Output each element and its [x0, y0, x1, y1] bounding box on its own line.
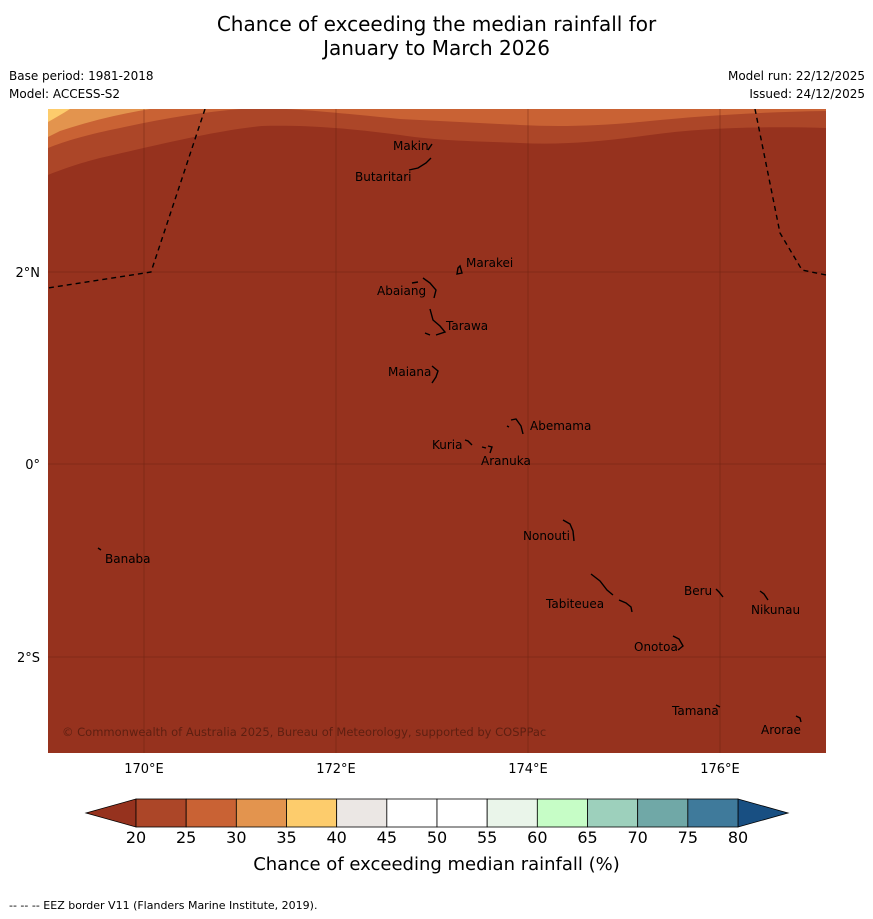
- model-name: Model: ACCESS-S2: [9, 87, 121, 101]
- label-aranuka: Aranuka: [481, 454, 531, 468]
- label-nikunau: Nikunau: [751, 603, 800, 617]
- longitude-labels: 170°E 172°E 174°E 176°E: [124, 762, 740, 777]
- label-nonouti: Nonouti: [523, 529, 570, 543]
- colorbar-swatch-60-65: [536, 798, 588, 828]
- label-tarawa: Tarawa: [445, 319, 488, 333]
- colorbar-swatch-45-50: [386, 798, 438, 828]
- colorbar-swatch-30-35: [235, 798, 287, 828]
- lat-label-0: 0°: [25, 458, 40, 473]
- colorbar-tick-45: 45: [376, 828, 398, 847]
- label-butaritari: Butaritari: [355, 170, 412, 184]
- colorbar-swatch-75-80: [687, 798, 739, 828]
- colorbar-swatch-40-45: [336, 798, 388, 828]
- label-abaiang: Abaiang: [377, 284, 426, 298]
- map-title: Chance of exceeding the median rainfall …: [0, 12, 873, 60]
- colorbar: [84, 798, 790, 828]
- colorbar-tick-60: 60: [527, 828, 548, 847]
- eez-footnote: -- -- -- EEZ border V11 (Flanders Marine…: [9, 899, 318, 912]
- label-abemama: Abemama: [530, 419, 591, 433]
- label-marakei: Marakei: [466, 256, 513, 270]
- latitude-labels: 2°N 0° 2°S: [16, 266, 41, 666]
- colorbar-swatch-35-40: [286, 798, 338, 828]
- colorbar-tick-75: 75: [677, 828, 699, 847]
- label-maiana: Maiana: [388, 365, 431, 379]
- colorbar-tick-40: 40: [326, 828, 347, 847]
- model-run: Model run: 22/12/2025: [727, 69, 865, 83]
- colorbar-tick-30: 30: [226, 828, 247, 847]
- band-30-35: [48, 109, 150, 137]
- colorbar-swatch-65-70: [587, 798, 639, 828]
- colorbar-swatch-20-25: [135, 798, 187, 828]
- colorbar-swatch-70-75: [637, 798, 689, 828]
- base-period: Base period: 1981-2018: [9, 69, 154, 83]
- colorbar-tick-70: 70: [627, 828, 648, 847]
- band-25-30: [48, 109, 826, 148]
- title-line-1: Chance of exceeding the median rainfall …: [216, 12, 657, 36]
- band-20-25: [48, 109, 826, 175]
- colorbar-high-extension: [737, 798, 790, 828]
- colorbar-tick-80: 80: [727, 828, 749, 847]
- colorbar-tick-50: 50: [426, 828, 448, 847]
- title-line-2: January to March 2026: [323, 36, 550, 60]
- meta-right: Model run: 22/12/2025 Issued: 24/12/2025: [728, 67, 865, 103]
- lon-label-172e: 172°E: [316, 762, 356, 777]
- lon-label-176e: 176°E: [700, 762, 740, 777]
- lon-label-174e: 174°E: [508, 762, 548, 777]
- lat-label-2n: 2°N: [16, 266, 41, 281]
- meta-left: Base period: 1981-2018 Model: ACCESS-S2: [9, 67, 154, 103]
- label-arorae: Arorae: [761, 723, 801, 737]
- label-banaba: Banaba: [105, 552, 151, 566]
- lat-label-2s: 2°S: [17, 651, 40, 666]
- label-onotoa: Onotoa: [634, 640, 678, 654]
- colorbar-swatch-25-30: [185, 798, 237, 828]
- label-kuria: Kuria: [432, 438, 463, 452]
- label-tamana: Tamana: [671, 704, 719, 718]
- colorbar-tick-25: 25: [175, 828, 197, 847]
- colorbar-tick-65: 65: [577, 828, 598, 847]
- island-outlines: [97, 143, 802, 723]
- map-background: [48, 109, 826, 753]
- colorbar-low-extension: [84, 798, 137, 828]
- copyright-notice: © Commonwealth of Australia 2025, Bureau…: [62, 725, 546, 739]
- colorbar-tick-55: 55: [476, 828, 498, 847]
- lon-label-170e: 170°E: [124, 762, 164, 777]
- eez-border: [48, 109, 826, 289]
- label-makin: Makin: [393, 139, 429, 153]
- label-tabiteuea: Tabiteuea: [545, 597, 604, 611]
- colorbar-tick-35: 35: [276, 828, 297, 847]
- colorbar-swatch-50-55: [436, 798, 488, 828]
- issued-date: Issued: 24/12/2025: [749, 87, 865, 101]
- colorbar-swatch-55-60: [486, 798, 538, 828]
- graticule: [48, 109, 826, 753]
- label-beru: Beru: [684, 584, 712, 598]
- colorbar-tick-20: 20: [125, 828, 147, 847]
- map-plot-area: Makin Butaritari Marakei Abaiang Tarawa …: [48, 109, 826, 753]
- band-35-40: [48, 109, 70, 122]
- colorbar-title: Chance of exceeding median rainfall (%): [253, 854, 620, 875]
- island-labels: Makin Butaritari Marakei Abaiang Tarawa …: [105, 139, 801, 737]
